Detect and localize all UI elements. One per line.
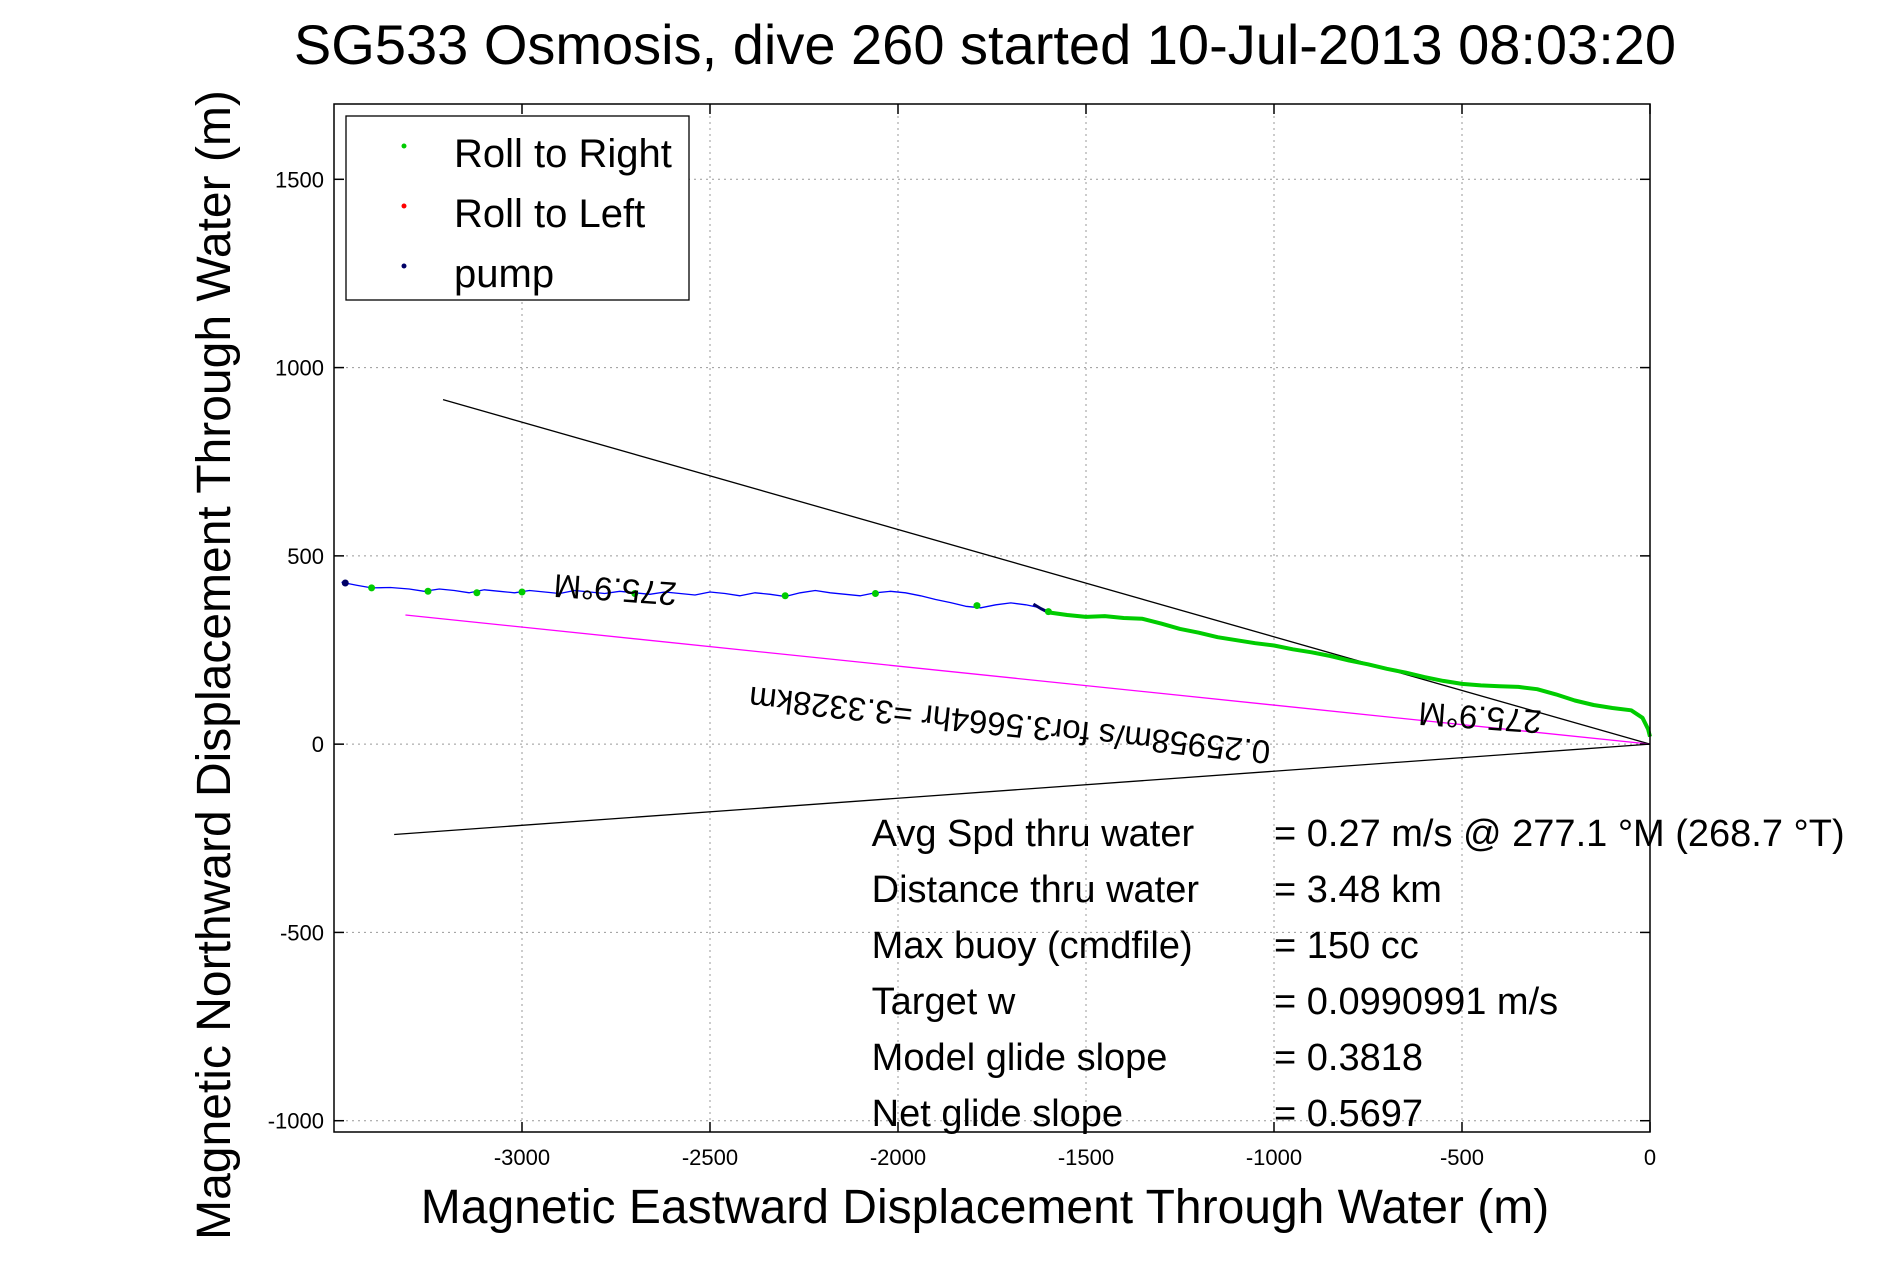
stat-value: = 0.3818 (1274, 1037, 1423, 1079)
legend-marker (401, 263, 407, 269)
plot-frame (333, 103, 1651, 1133)
stat-value: = 0.5697 (1274, 1093, 1423, 1135)
x-tick-label: -1500 (1058, 1145, 1114, 1170)
x-tick-label: -500 (1440, 1145, 1484, 1170)
stat-label: Distance thru water (872, 869, 1200, 911)
reference-line (442, 398, 1651, 745)
legend-label: Roll to Left (454, 192, 645, 236)
track-series-0 (341, 581, 1045, 612)
reference-line (405, 614, 1651, 745)
x-tick-label: -1000 (1246, 1145, 1302, 1170)
stat-value: = 3.48 km (1274, 869, 1442, 911)
roll-right-marker (871, 590, 879, 598)
roll-right-marker (424, 587, 432, 595)
stat-label: Net glide slope (872, 1093, 1123, 1135)
y-tick-label: -1000 (268, 1109, 324, 1134)
roll-right-marker (973, 602, 981, 610)
chart-title: SG533 Osmosis, dive 260 started 10-Jul-2… (294, 13, 1676, 76)
roll-right-marker (781, 592, 789, 600)
x-tick-label: -2000 (870, 1145, 926, 1170)
track-markers (341, 579, 1052, 616)
bearing-annotation: 275.9°M (552, 567, 678, 613)
x-tick-label: -2500 (682, 1145, 738, 1170)
legend-label: pump (454, 252, 554, 296)
bearing-annotation: 275.9°M (1417, 695, 1543, 741)
y-tick-label: -500 (280, 920, 324, 945)
reference-lines (394, 398, 1651, 836)
track-series-1 (1048, 610, 1652, 738)
stat-label: Avg Spd thru water (872, 813, 1195, 855)
stat-value: = 0.27 m/s @ 277.1 °M (268.7 °T) (1274, 813, 1845, 855)
legend-marker (401, 143, 407, 149)
y-tick-label: 0 (312, 732, 324, 757)
y-axis-label: Magnetic Northward Displacement Through … (188, 90, 241, 1240)
reference-line (394, 743, 1651, 836)
y-tick-label: 1000 (275, 356, 324, 381)
stat-value: = 0.0990991 m/s (1274, 981, 1558, 1023)
stat-value: = 150 cc (1274, 925, 1419, 967)
roll-right-marker (368, 584, 376, 592)
roll-right-marker (473, 589, 481, 597)
y-tick-label: 500 (287, 544, 324, 569)
roll-right-marker (518, 588, 526, 596)
x-tick-label: 0 (1644, 1145, 1656, 1170)
legend: Roll to Right Roll to Left pump (345, 115, 690, 301)
pump-marker (341, 579, 349, 587)
x-axis-label: Magnetic Eastward Displacement Through W… (421, 1181, 1549, 1234)
stat-label: Target w (872, 981, 1016, 1023)
legend-label: Roll to Right (454, 132, 672, 176)
y-tick-label: 1500 (275, 167, 324, 192)
axis-ticks: -3000 -2500 -2000 -1500 -1000 -500 0 -1000 -500 0… (268, 104, 1656, 1170)
roll-right-marker (1044, 608, 1052, 616)
stat-label: Model glide slope (872, 1037, 1168, 1079)
dive-stats: Avg Spd thru water = 0.27 m/s @ 277.1 °M … (872, 813, 1845, 1135)
legend-marker (401, 203, 407, 209)
roll-right-marker (631, 590, 639, 598)
stat-label: Max buoy (cmdfile) (872, 925, 1193, 967)
x-tick-label: -3000 (494, 1145, 550, 1170)
